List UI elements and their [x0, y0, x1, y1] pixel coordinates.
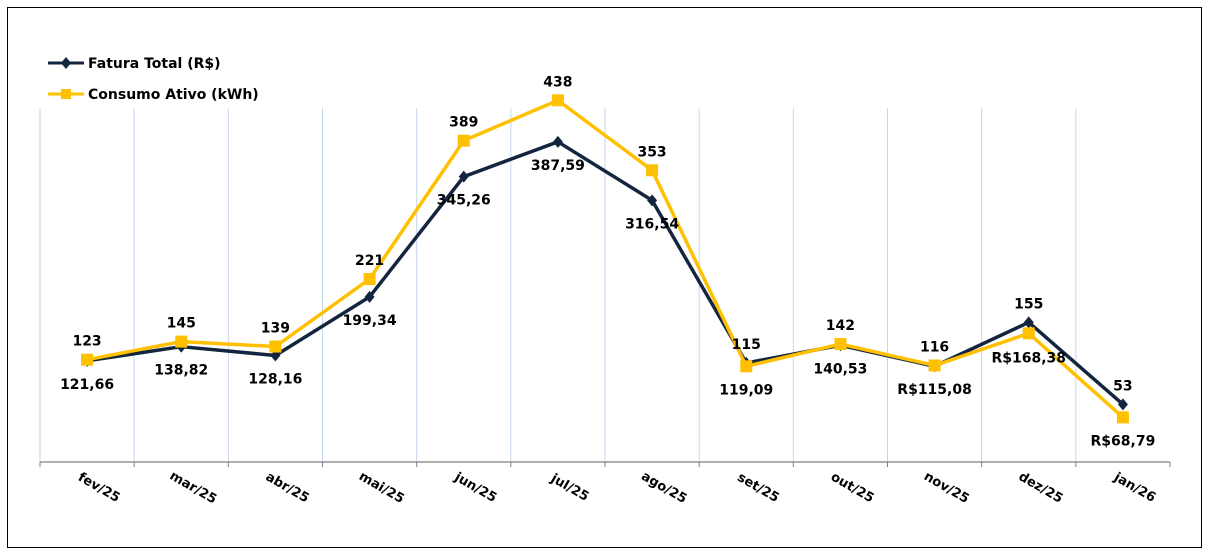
data-point-consumo [646, 164, 659, 177]
data-label-fatura: R$115,08 [897, 382, 972, 398]
data-point-consumo [1022, 327, 1035, 340]
data-label-fatura: R$68,79 [1091, 433, 1156, 449]
x-axis: fev/25 mar/25 abr/25 mai/25 jun/25 jul/25 ago/… [39, 461, 1171, 508]
data-label-consumo: 145 [167, 316, 196, 332]
data-label-consumo: 139 [261, 321, 290, 337]
x-tick-label: mar/25 [167, 469, 219, 508]
data-label-fatura: R$168,38 [991, 350, 1066, 366]
square-icon [61, 89, 71, 99]
data-label-consumo: 142 [826, 318, 855, 334]
data-point-consumo [175, 335, 188, 348]
legend-label-fatura: Fatura Total (R$) [88, 56, 221, 72]
data-label-fatura: 387,59 [531, 158, 585, 174]
legend-label-consumo: Consumo Ativo (kWh) [88, 87, 259, 103]
series-line-consumo [86, 98, 1125, 419]
x-tick-label: jul/25 [547, 471, 591, 505]
data-point-fatura [1117, 398, 1128, 411]
data-label-consumo: 353 [637, 144, 666, 160]
data-label-fatura: 316,54 [625, 216, 679, 232]
data-label-fatura: 128,16 [248, 371, 302, 387]
diamond-icon [61, 57, 71, 69]
data-label-fatura: 119,09 [719, 382, 773, 398]
gridlines [39, 108, 1077, 462]
x-tick-label: jun/25 [451, 470, 499, 506]
data-label-fatura: 121,66 [60, 377, 114, 393]
data-label-consumo: 438 [543, 74, 572, 90]
chart-frame [7, 7, 1202, 548]
data-point-consumo [1116, 411, 1129, 424]
data-point-fatura [458, 170, 469, 183]
data-point-consumo [551, 94, 564, 107]
x-tick-label: abr/25 [263, 470, 311, 507]
data-point-fatura [552, 135, 563, 148]
x-tick-label: nov/25 [921, 469, 971, 507]
data-point-fatura [1023, 316, 1034, 329]
x-tick-label: out/25 [828, 470, 876, 507]
x-tick-label: fev/25 [75, 470, 122, 506]
data-point-consumo [740, 360, 753, 373]
data-point-consumo [81, 353, 94, 366]
data-label-consumo: 123 [72, 334, 101, 350]
data-label-consumo: 389 [449, 115, 478, 131]
data-point-consumo [363, 273, 376, 286]
x-tick-label: jan/26 [1110, 470, 1158, 506]
data-label-consumo: 155 [1014, 296, 1043, 312]
x-tick-label: mai/25 [356, 469, 406, 507]
series-layer [81, 94, 1129, 424]
data-label-consumo: 221 [355, 253, 384, 269]
data-label-fatura: 140,53 [813, 361, 867, 377]
data-label-fatura: 138,82 [154, 363, 208, 379]
data-label-consumo: 53 [1113, 378, 1132, 394]
data-point-consumo [269, 340, 282, 353]
x-tick-label: dez/25 [1016, 469, 1066, 506]
data-point-consumo [457, 134, 470, 147]
data-label-fatura: 199,34 [343, 313, 397, 329]
data-point-consumo [928, 359, 941, 372]
data-label-fatura: 345,26 [437, 193, 491, 209]
data-label-consumo: 115 [732, 337, 761, 353]
data-labels: 123 121,66 145 138,82 139 128,16 221 199,34 389 3… [60, 74, 1155, 449]
data-label-consumo: 116 [920, 339, 949, 355]
x-tick-label: set/25 [735, 470, 782, 506]
data-point-consumo [834, 338, 847, 351]
data-point-fatura [647, 194, 658, 207]
x-tick-label: ago/25 [638, 469, 689, 507]
legend: Fatura Total (R$) Consumo Ativo (kWh) [48, 56, 259, 103]
data-point-fatura [364, 290, 375, 303]
